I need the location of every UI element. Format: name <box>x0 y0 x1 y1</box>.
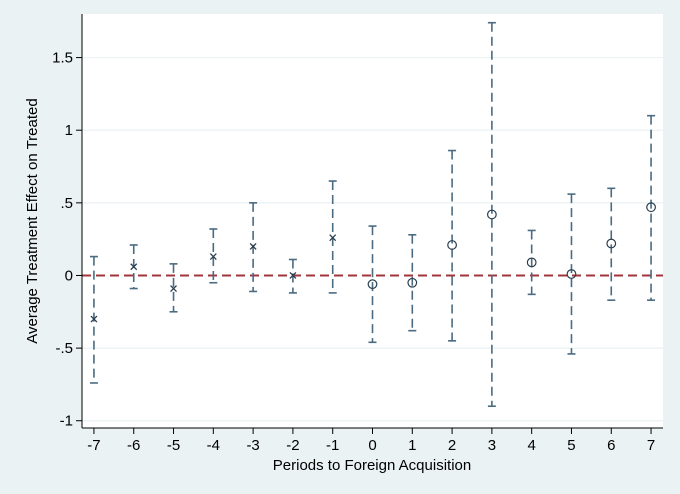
x-axis-label: Periods to Foreign Acquisition <box>273 457 471 474</box>
point-marker-circle <box>486 209 497 220</box>
point-marker-x <box>90 315 98 323</box>
point-marker-circle <box>526 257 537 268</box>
x-tick-label: 6 <box>607 437 615 454</box>
y-tick-label: -1 <box>60 413 73 430</box>
x-tick-label: -3 <box>246 437 259 454</box>
point-marker-x-stroke <box>170 285 177 293</box>
x-tick-label: -5 <box>167 437 180 454</box>
point-marker-circle <box>566 269 577 279</box>
x-tick-label: -6 <box>127 437 140 454</box>
point-marker-x-stroke <box>90 315 98 323</box>
x-tick-label: 3 <box>488 437 496 454</box>
x-tick-label: 7 <box>647 437 655 454</box>
marker-layer <box>90 202 656 323</box>
x-tick-label: -4 <box>207 437 220 454</box>
point-marker-x <box>289 272 297 279</box>
y-tick-label: .5 <box>60 195 73 212</box>
point-marker-circle <box>606 238 617 249</box>
point-marker-x <box>329 234 337 242</box>
x-tick-label: 5 <box>567 437 575 454</box>
point-marker-x-stroke <box>329 234 337 242</box>
x-tick-label: 2 <box>448 437 456 454</box>
point-marker-circle <box>646 202 656 213</box>
x-tick-label: -7 <box>87 437 100 454</box>
x-tick-label: -2 <box>286 437 299 454</box>
y-tick-label: 1.5 <box>52 50 73 67</box>
point-marker-circle <box>447 240 457 250</box>
point-marker-x-stroke <box>130 263 138 271</box>
x-tick-label: 1 <box>408 437 416 454</box>
point-marker-x <box>209 253 217 261</box>
axis-layer: -1 -.5 0 .5 1 1.5 -7 -6 -5 -4 -3 -2 -1 0 1 2 3 4 5 6 7 <box>52 14 663 454</box>
x-tick-label: -1 <box>326 437 339 454</box>
x-tick-label: 4 <box>528 437 536 454</box>
grid-layer <box>82 56 663 422</box>
point-marker-circle <box>407 277 418 288</box>
point-marker-x <box>170 285 177 293</box>
y-tick-label: 1 <box>65 122 73 139</box>
point-marker-x <box>249 242 257 250</box>
y-tick-label: 0 <box>65 267 73 284</box>
x-tick-label: 0 <box>368 437 376 454</box>
y-axis-label: Average Treatment Effect on Treated <box>24 98 41 343</box>
point-marker-circle <box>367 279 378 290</box>
point-marker-x-stroke <box>209 253 217 261</box>
point-marker-x-stroke <box>289 272 297 279</box>
point-marker-x-stroke <box>249 242 257 250</box>
point-marker-x <box>130 263 138 271</box>
y-tick-label: -.5 <box>55 340 73 357</box>
plot-area <box>82 14 663 428</box>
